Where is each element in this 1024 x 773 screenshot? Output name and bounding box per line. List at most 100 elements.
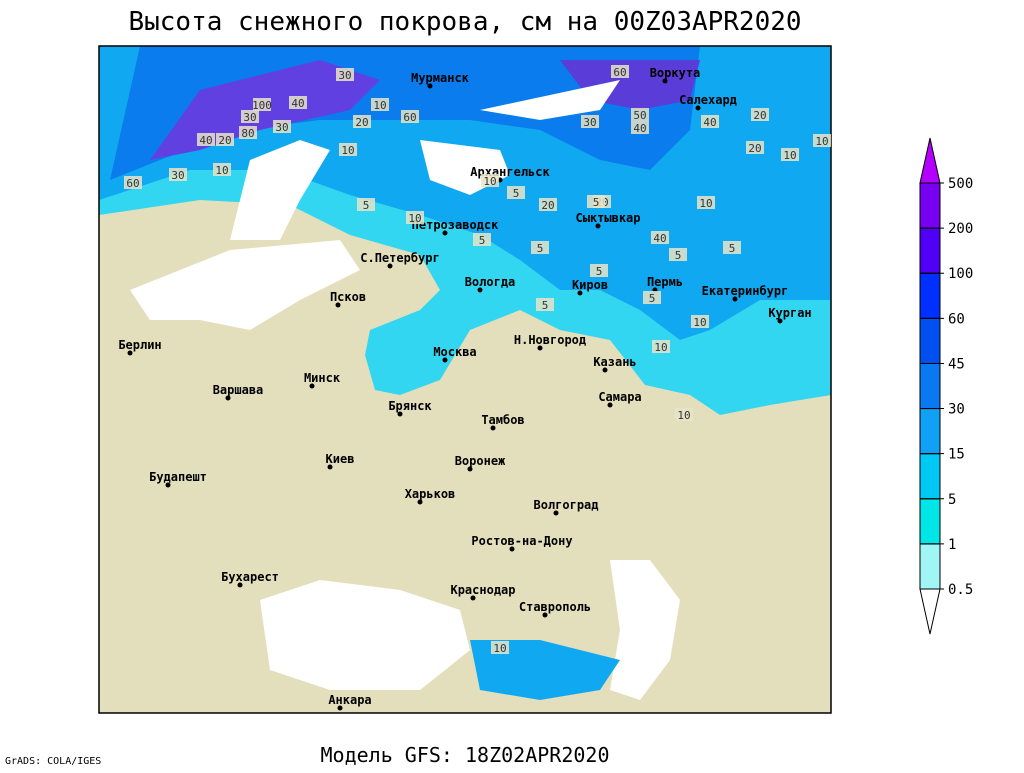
contour-label: 60: [126, 177, 139, 190]
contour-label-box: [652, 340, 670, 353]
city-label: Ростов-на-Дону: [471, 534, 572, 548]
contour-label-box: [531, 241, 549, 254]
city-label: Ставрополь: [519, 600, 591, 614]
contour-label: 10: [408, 212, 421, 225]
contour-label-box: [697, 196, 715, 209]
contour-label-box: [507, 186, 525, 199]
city-dot: [309, 383, 315, 389]
contour-label: 40: [653, 232, 666, 245]
contour-label-box: [539, 198, 557, 211]
contour-label-box: [124, 176, 142, 189]
city-label: Варшава: [213, 383, 264, 397]
contour-label-box: [339, 143, 357, 156]
city-dot: [397, 411, 403, 417]
colorbar-label: 200: [948, 221, 973, 237]
contour-label: 5: [649, 292, 656, 305]
contour-label-box: [813, 134, 831, 147]
contour-label: 20: [748, 142, 761, 155]
contour-label-box: [611, 65, 629, 78]
contour-label-box: [781, 148, 799, 161]
colorbar-label: 30: [948, 402, 965, 418]
city-label: Волгоград: [533, 498, 598, 512]
colorbar-low: [919, 588, 941, 635]
contour-label: 10: [341, 144, 354, 157]
city-dot: [165, 482, 171, 488]
colorbar-high: [919, 137, 941, 184]
contour-label: 10: [693, 316, 706, 329]
contour-label-box: [213, 163, 231, 176]
city-dot: [470, 595, 476, 601]
contour-label: 10: [677, 409, 690, 422]
colorbar-band: [919, 182, 941, 229]
contour-label-box: [336, 68, 354, 81]
city-dot: [777, 318, 783, 324]
contour-label: 5: [593, 196, 600, 209]
contour-label-box: [481, 174, 499, 187]
contour-label: 10: [215, 164, 228, 177]
contour-label: 30: [338, 69, 351, 82]
city-label: Мурманск: [411, 71, 470, 85]
contour-label: 40: [633, 122, 646, 135]
contour-label-box: [587, 195, 605, 208]
contour-label-box: [491, 641, 509, 654]
contour-label: 5: [537, 242, 544, 255]
city-dot: [695, 105, 701, 111]
city-dot: [509, 546, 515, 552]
contour-label-box: [473, 233, 491, 246]
city-label: Минск: [304, 371, 341, 385]
contour-label-box: [197, 133, 215, 146]
contour-label-box: [651, 231, 669, 244]
city-label: Тамбов: [481, 413, 524, 427]
city-label: Н.Новгород: [514, 333, 586, 347]
model-label: Модель GFS: 18Z02APR2020: [321, 743, 610, 767]
city-label: Вологда: [465, 275, 516, 289]
cities: Мурманск ВоркутаСалехардАрхангельскСыктыв…: [118, 66, 812, 711]
contour-label-box: [643, 291, 661, 304]
colorbar-band: [919, 227, 941, 274]
city-dot: [577, 290, 583, 296]
colorbar-label: 15: [948, 447, 965, 463]
contour-label: 80: [241, 127, 254, 140]
colorbar-band: [919, 453, 941, 500]
city-dot: [327, 464, 333, 470]
city-label: Бухарест: [221, 570, 279, 584]
contour-label-box: [371, 98, 389, 111]
contour-label: 60: [403, 111, 416, 124]
contour-label: 10: [815, 135, 828, 148]
city-dot: [387, 263, 393, 269]
contour-label-box: [746, 141, 764, 154]
city-dot: [225, 395, 231, 401]
contour-label-box: [239, 126, 257, 139]
contour-label: 5: [479, 234, 486, 247]
city-dot: [602, 367, 608, 373]
colorbar-label: 0.5: [948, 582, 973, 598]
contour-label: 60: [613, 66, 626, 79]
colorbar-label: 1: [948, 537, 956, 553]
city-label: Киев: [326, 452, 355, 466]
colorbar-band: [919, 408, 941, 455]
city-dot: [467, 466, 473, 472]
contour-label-box: [169, 168, 187, 181]
city-dot: [490, 425, 496, 431]
contour-label: 30: [171, 169, 184, 182]
city-label: Берлин: [118, 338, 161, 352]
colorbar-band: [919, 498, 941, 545]
contour-label: 30: [583, 116, 596, 129]
contour-label-box: [216, 133, 234, 146]
city-dot: [662, 78, 668, 84]
city-label: Екатеринбург: [702, 284, 789, 298]
contour-label-box: [353, 115, 371, 128]
contour-label-box: [669, 248, 687, 261]
colorbar-label: 500: [948, 176, 973, 192]
contour-label-box: [631, 121, 649, 134]
city-dot: [427, 83, 433, 89]
contour-label: 40: [291, 97, 304, 110]
city-dot: [442, 230, 448, 236]
contour-label: 40: [199, 134, 212, 147]
colorbar-label: 100: [948, 266, 973, 282]
contour-label-box: [241, 110, 259, 123]
colorbar-label: 60: [948, 311, 965, 327]
contour-label: 5: [596, 265, 603, 278]
colorbar-label: 45: [948, 356, 965, 372]
